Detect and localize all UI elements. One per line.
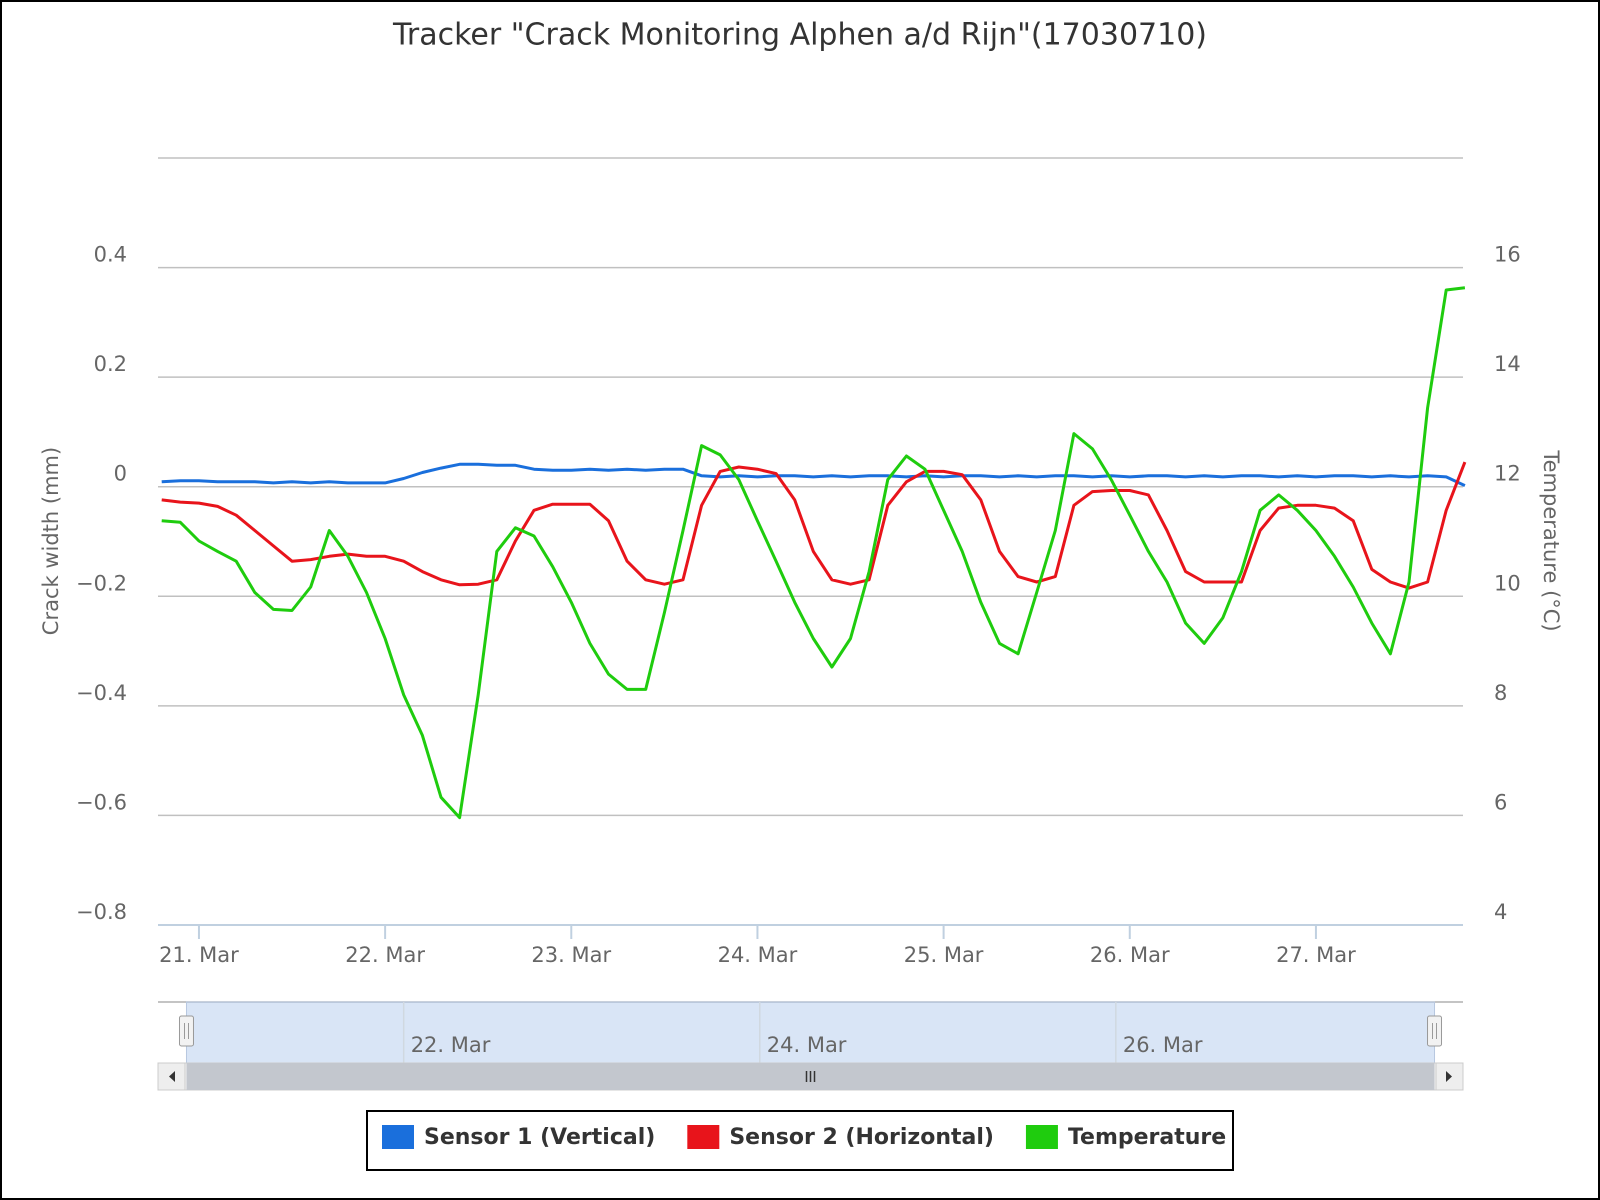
series-line — [161, 286, 1466, 820]
arrow-left — [169, 1071, 175, 1082]
navigator-tick-label: 22. Mar — [411, 1033, 491, 1057]
legend-swatch — [1025, 1125, 1058, 1149]
y2-tick-label: 8 — [1494, 681, 1507, 705]
x-tick-label: 24. Mar — [718, 943, 798, 967]
y2-tick-label: 14 — [1494, 352, 1521, 376]
navigator-handle[interactable] — [178, 1015, 194, 1047]
navigator-tick-label: 26. Mar — [1123, 1033, 1203, 1057]
series-line — [161, 461, 1467, 590]
legend-label: Sensor 2 (Horizontal) — [729, 1125, 994, 1150]
x-tick-label: 22. Mar — [345, 943, 425, 967]
y2-tick-label: 6 — [1494, 790, 1507, 814]
y-tick-label: −0.4 — [76, 681, 127, 705]
legend-swatch — [382, 1125, 414, 1149]
legend-label: Sensor 1 (Vertical) — [424, 1125, 655, 1150]
y-tick-label: 0.2 — [94, 352, 127, 376]
y2-tick-label: 10 — [1494, 571, 1521, 595]
y-tick-label: −0.8 — [76, 900, 127, 924]
y-tick-label: 0.4 — [94, 243, 127, 267]
y2-tick-label: 4 — [1494, 900, 1507, 924]
y-axis-title: Crack width (mm) — [39, 447, 63, 635]
x-tick-label: 27. Mar — [1276, 943, 1356, 967]
navigator-tick-label: 24. Mar — [767, 1033, 847, 1057]
navigator-handle[interactable] — [1427, 1015, 1443, 1047]
series-line — [161, 462, 1466, 487]
x-tick-label: 23. Mar — [531, 943, 611, 967]
legend-item[interactable]: Sensor 2 (Horizontal) — [687, 1125, 994, 1150]
legend: Sensor 1 (Vertical) Sensor 2 (Horizontal)… — [366, 1110, 1234, 1171]
chart-title: Tracker "Crack Monitoring Alphen a/d Rij… — [392, 18, 1207, 53]
y2-axis-title: Temperature (°C) — [1539, 449, 1563, 631]
legend-item[interactable]: Sensor 1 (Vertical) — [382, 1125, 655, 1150]
y2-tick-label: 16 — [1494, 243, 1521, 267]
y-tick-label: −0.6 — [76, 790, 127, 814]
legend-item[interactable]: Temperature — [1025, 1125, 1226, 1150]
y-tick-label: 0 — [114, 462, 127, 486]
arrow-right — [1446, 1071, 1452, 1082]
scrollbar-right[interactable] — [1435, 1062, 1464, 1091]
legend-box — [366, 1110, 1234, 1171]
legend-label: Temperature — [1068, 1125, 1226, 1150]
x-tick-label: 26. Mar — [1090, 943, 1170, 967]
navigator-selection — [185, 1001, 1436, 1064]
y-tick-label: −0.2 — [76, 571, 127, 595]
legend-swatch — [687, 1125, 720, 1149]
x-tick-label: 25. Mar — [904, 943, 984, 967]
y2-tick-label: 12 — [1494, 462, 1521, 486]
x-tick-label: 21. Mar — [159, 943, 239, 967]
